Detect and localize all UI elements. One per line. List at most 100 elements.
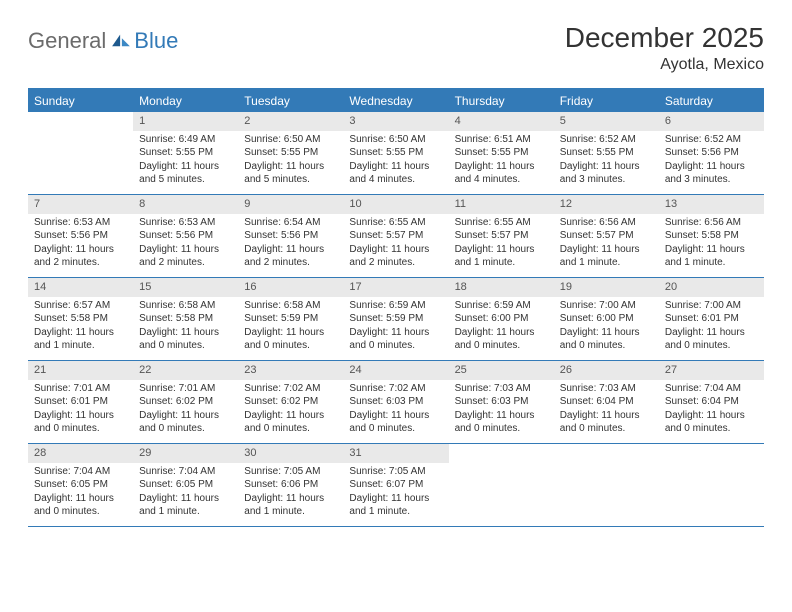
day-line: Sunset: 5:58 PM [34,312,127,326]
day-line: Daylight: 11 hours [349,160,442,174]
day-number: 2 [238,112,343,131]
day-line: Sunset: 5:56 PM [244,229,337,243]
day-cell: 28Sunrise: 7:04 AMSunset: 6:05 PMDayligh… [28,444,133,526]
day-line: Sunset: 6:07 PM [349,478,442,492]
day-line: and 3 minutes. [560,173,653,187]
day-line: and 5 minutes. [244,173,337,187]
day-cell: 4Sunrise: 6:51 AMSunset: 5:55 PMDaylight… [449,112,554,194]
weekday-header: Monday [133,90,238,112]
calendar: Sunday Monday Tuesday Wednesday Thursday… [28,88,764,527]
day-line: and 0 minutes. [349,339,442,353]
day-line: Sunrise: 7:02 AM [349,382,442,396]
day-number: 25 [449,361,554,380]
day-body: Sunrise: 7:03 AMSunset: 6:04 PMDaylight:… [554,380,659,440]
day-line: Daylight: 11 hours [560,160,653,174]
day-line: Daylight: 11 hours [560,326,653,340]
day-cell: 23Sunrise: 7:02 AMSunset: 6:02 PMDayligh… [238,361,343,443]
day-line: Sunset: 5:57 PM [560,229,653,243]
day-line: Daylight: 11 hours [455,243,548,257]
day-line: Daylight: 11 hours [139,326,232,340]
day-line: Sunrise: 6:57 AM [34,299,127,313]
weekday-header: Sunday [28,90,133,112]
day-line: Daylight: 11 hours [560,409,653,423]
day-line: Sunrise: 6:56 AM [560,216,653,230]
day-line: Sunrise: 6:58 AM [139,299,232,313]
day-line: Sunset: 5:57 PM [349,229,442,243]
day-line: Daylight: 11 hours [455,326,548,340]
title-block: December 2025 Ayotla, Mexico [565,22,764,74]
day-line: and 2 minutes. [34,256,127,270]
day-line: Sunrise: 6:59 AM [349,299,442,313]
day-line: Sunrise: 6:54 AM [244,216,337,230]
day-line: Daylight: 11 hours [665,160,758,174]
day-body: Sunrise: 7:04 AMSunset: 6:05 PMDaylight:… [28,463,133,523]
day-line: and 2 minutes. [139,256,232,270]
day-number: 17 [343,278,448,297]
day-number: 27 [659,361,764,380]
day-line: and 0 minutes. [665,339,758,353]
day-line: and 2 minutes. [349,256,442,270]
day-body: Sunrise: 7:05 AMSunset: 6:06 PMDaylight:… [238,463,343,523]
day-cell: 22Sunrise: 7:01 AMSunset: 6:02 PMDayligh… [133,361,238,443]
header: General Blue December 2025 Ayotla, Mexic… [28,22,764,74]
day-cell [554,444,659,526]
day-line: Daylight: 11 hours [139,243,232,257]
day-body: Sunrise: 6:58 AMSunset: 5:59 PMDaylight:… [238,297,343,357]
day-line: Sunrise: 7:02 AM [244,382,337,396]
day-cell: 21Sunrise: 7:01 AMSunset: 6:01 PMDayligh… [28,361,133,443]
day-line: Sunset: 6:04 PM [665,395,758,409]
day-line: and 1 minute. [455,256,548,270]
day-body: Sunrise: 6:56 AMSunset: 5:58 PMDaylight:… [659,214,764,274]
day-line: Sunrise: 6:56 AM [665,216,758,230]
weekday-header: Saturday [659,90,764,112]
day-line: and 1 minute. [349,505,442,519]
day-body: Sunrise: 6:53 AMSunset: 5:56 PMDaylight:… [28,214,133,274]
day-cell: 27Sunrise: 7:04 AMSunset: 6:04 PMDayligh… [659,361,764,443]
day-line: Sunset: 5:57 PM [455,229,548,243]
week-row: 28Sunrise: 7:04 AMSunset: 6:05 PMDayligh… [28,444,764,527]
day-line: Daylight: 11 hours [244,326,337,340]
day-line: Daylight: 11 hours [34,409,127,423]
day-line: Sunset: 6:02 PM [139,395,232,409]
day-body: Sunrise: 6:56 AMSunset: 5:57 PMDaylight:… [554,214,659,274]
day-line: Sunset: 5:59 PM [244,312,337,326]
day-line: Sunrise: 7:05 AM [349,465,442,479]
day-cell [659,444,764,526]
day-line: Sunset: 6:01 PM [665,312,758,326]
day-line: Sunrise: 7:03 AM [560,382,653,396]
day-line: Daylight: 11 hours [139,492,232,506]
location: Ayotla, Mexico [565,56,764,74]
day-cell: 29Sunrise: 7:04 AMSunset: 6:05 PMDayligh… [133,444,238,526]
day-cell: 11Sunrise: 6:55 AMSunset: 5:57 PMDayligh… [449,195,554,277]
logo-text-blue: Blue [134,28,178,54]
day-body: Sunrise: 6:52 AMSunset: 5:56 PMDaylight:… [659,131,764,191]
day-line: and 0 minutes. [244,422,337,436]
day-number [659,444,764,460]
day-line: Sunset: 6:03 PM [349,395,442,409]
day-line: and 0 minutes. [139,339,232,353]
day-cell: 25Sunrise: 7:03 AMSunset: 6:03 PMDayligh… [449,361,554,443]
day-cell: 7Sunrise: 6:53 AMSunset: 5:56 PMDaylight… [28,195,133,277]
day-line: and 1 minute. [560,256,653,270]
day-line: Sunrise: 7:04 AM [139,465,232,479]
weekday-header-row: Sunday Monday Tuesday Wednesday Thursday… [28,90,764,112]
day-line: Sunset: 5:55 PM [244,146,337,160]
day-line: Sunset: 5:55 PM [139,146,232,160]
weekday-header: Tuesday [238,90,343,112]
day-body: Sunrise: 6:55 AMSunset: 5:57 PMDaylight:… [343,214,448,274]
day-line: Daylight: 11 hours [349,409,442,423]
day-line: Sunset: 5:58 PM [139,312,232,326]
day-line: Daylight: 11 hours [244,409,337,423]
day-number: 23 [238,361,343,380]
day-line: Daylight: 11 hours [244,492,337,506]
logo: General Blue [28,22,178,54]
day-line: Sunset: 5:55 PM [455,146,548,160]
day-number: 20 [659,278,764,297]
weeks-container: 1Sunrise: 6:49 AMSunset: 5:55 PMDaylight… [28,112,764,527]
day-cell: 3Sunrise: 6:50 AMSunset: 5:55 PMDaylight… [343,112,448,194]
day-line: Sunrise: 6:49 AM [139,133,232,147]
day-cell: 20Sunrise: 7:00 AMSunset: 6:01 PMDayligh… [659,278,764,360]
day-body: Sunrise: 7:01 AMSunset: 6:02 PMDaylight:… [133,380,238,440]
day-number: 6 [659,112,764,131]
day-line: Sunrise: 7:04 AM [665,382,758,396]
